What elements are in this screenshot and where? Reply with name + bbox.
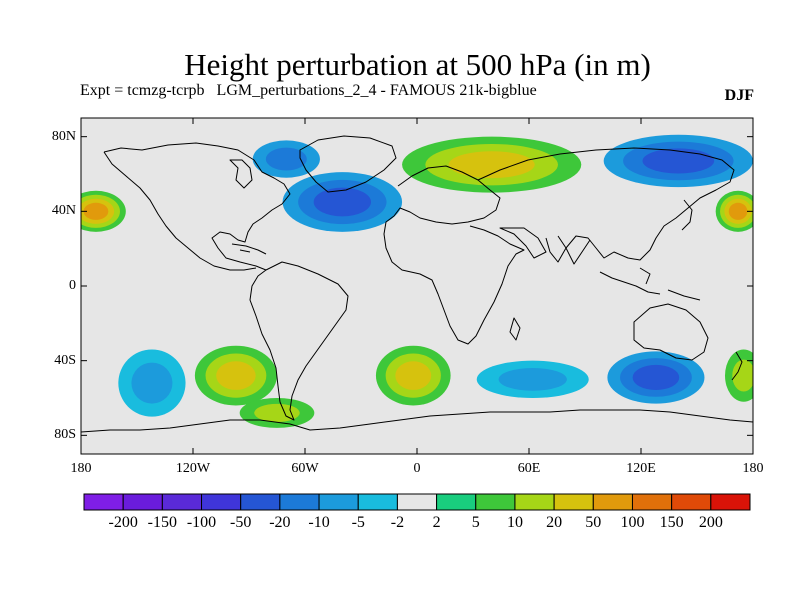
colorbar-label-14: 150 [659,514,684,531]
contour-region-4-level-3 [83,202,109,220]
coast-greenland [299,135,397,193]
contour-region-6-level-2 [216,361,256,390]
coast-antarctica [81,409,753,433]
lon-label-6: 180 [742,461,764,476]
colorbar-label-7: -2 [390,514,405,531]
colorbar-label-4: -20 [269,514,291,531]
colorbar-swatch-9 [436,493,477,511]
coast-madagascar [509,317,521,341]
contour-region-0-level-2 [313,187,372,217]
lat-label-4: 80S [54,427,76,443]
colorbar-label-15: 200 [698,514,723,531]
chart-title: Height perturbation at 500 hPa (in m) [184,47,651,82]
lon-label-1: 120W [175,461,211,476]
season-label: DJF [724,87,754,104]
source-label: LGM_perturbations_2_4 - FAMOUS 21k-bigbl… [216,82,537,99]
lat-label-2: 0 [69,278,76,293]
colorbar-label-10: 10 [506,514,523,531]
contour-region-8-level-2 [395,361,432,390]
colorbar-swatch-1 [122,493,163,511]
coast-caribbean [231,243,267,255]
lon-label-3: 0 [413,461,421,476]
colorbar-label-3: -50 [230,514,252,531]
colorbar-label-12: 50 [585,514,602,531]
colorbar-swatch-5 [279,493,320,511]
chart-subtitle: Expt = tcmzg-tcrpb LGM_perturbations_2_4… [80,81,537,101]
colorbar [83,493,751,511]
contour-region-2-level-2 [448,151,535,179]
contour-region-9-level-1 [498,367,567,391]
contour-region-3-level-2 [642,148,715,174]
lon-label-4: 60E [517,461,541,476]
contour-region-1-level-1 [265,147,307,171]
colorbar-swatch-4 [240,493,281,511]
contour-region-11-level-1 [732,359,753,392]
lat-label-0: 80N [51,128,76,144]
colorbar-swatch-6 [318,493,359,511]
colorbar-swatch-7 [357,493,398,511]
coast-arabia [499,227,547,259]
colorbar-label-11: 20 [546,514,563,531]
colorbar-swatch-15 [671,493,712,511]
coast-hudson-bay [229,159,253,189]
coast-australia [633,303,709,361]
colorbar-swatch-2 [161,493,203,511]
coast-south-america [249,261,349,421]
colorbar-swatch-14 [631,493,673,511]
coast-maritime-asia [599,267,701,301]
colorbar-label-13: 100 [620,514,645,531]
coast-asia [477,147,735,263]
colorbar-swatch-16 [710,493,751,511]
colorbar-swatch-0 [83,493,124,511]
colorbar-swatch-12 [553,493,594,511]
coast-india [557,235,591,265]
contour-region-10-level-2 [632,364,680,391]
lon-label-5: 120E [626,461,656,476]
lon-label-2: 60W [291,461,319,476]
colorbar-label-8: 2 [432,514,441,531]
colorbar-label-9: 5 [471,514,480,531]
contour-region-7-level-1 [131,362,173,404]
lat-label-3: 40S [54,352,76,368]
experiment-label: Expt = tcmzg-tcrpb [80,82,205,99]
colorbar-label-2: -100 [186,514,217,531]
colorbar-swatch-8 [396,493,438,511]
colorbar-label-5: -10 [308,514,330,531]
colorbar-swatch-11 [514,493,555,511]
colorbar-label-0: -200 [108,514,138,531]
colorbar-label-6: -5 [351,514,365,531]
contour-region-5-level-3 [728,202,748,220]
coast-europe-africa [383,165,525,345]
colorbar-label-1: -150 [147,514,178,531]
lat-label-1: 40N [51,203,76,219]
colorbar-swatch-13 [592,493,633,511]
coast-new-zealand [731,351,743,381]
lon-label-0: 180 [70,461,92,476]
colorbar-swatch-10 [475,493,516,511]
axis-ticks [80,118,754,454]
coast-north-america [103,142,291,271]
colorbar-swatch-3 [201,493,242,511]
coast-north-america-west [103,151,257,271]
coast-japan [681,199,693,231]
coastlines [81,135,753,433]
